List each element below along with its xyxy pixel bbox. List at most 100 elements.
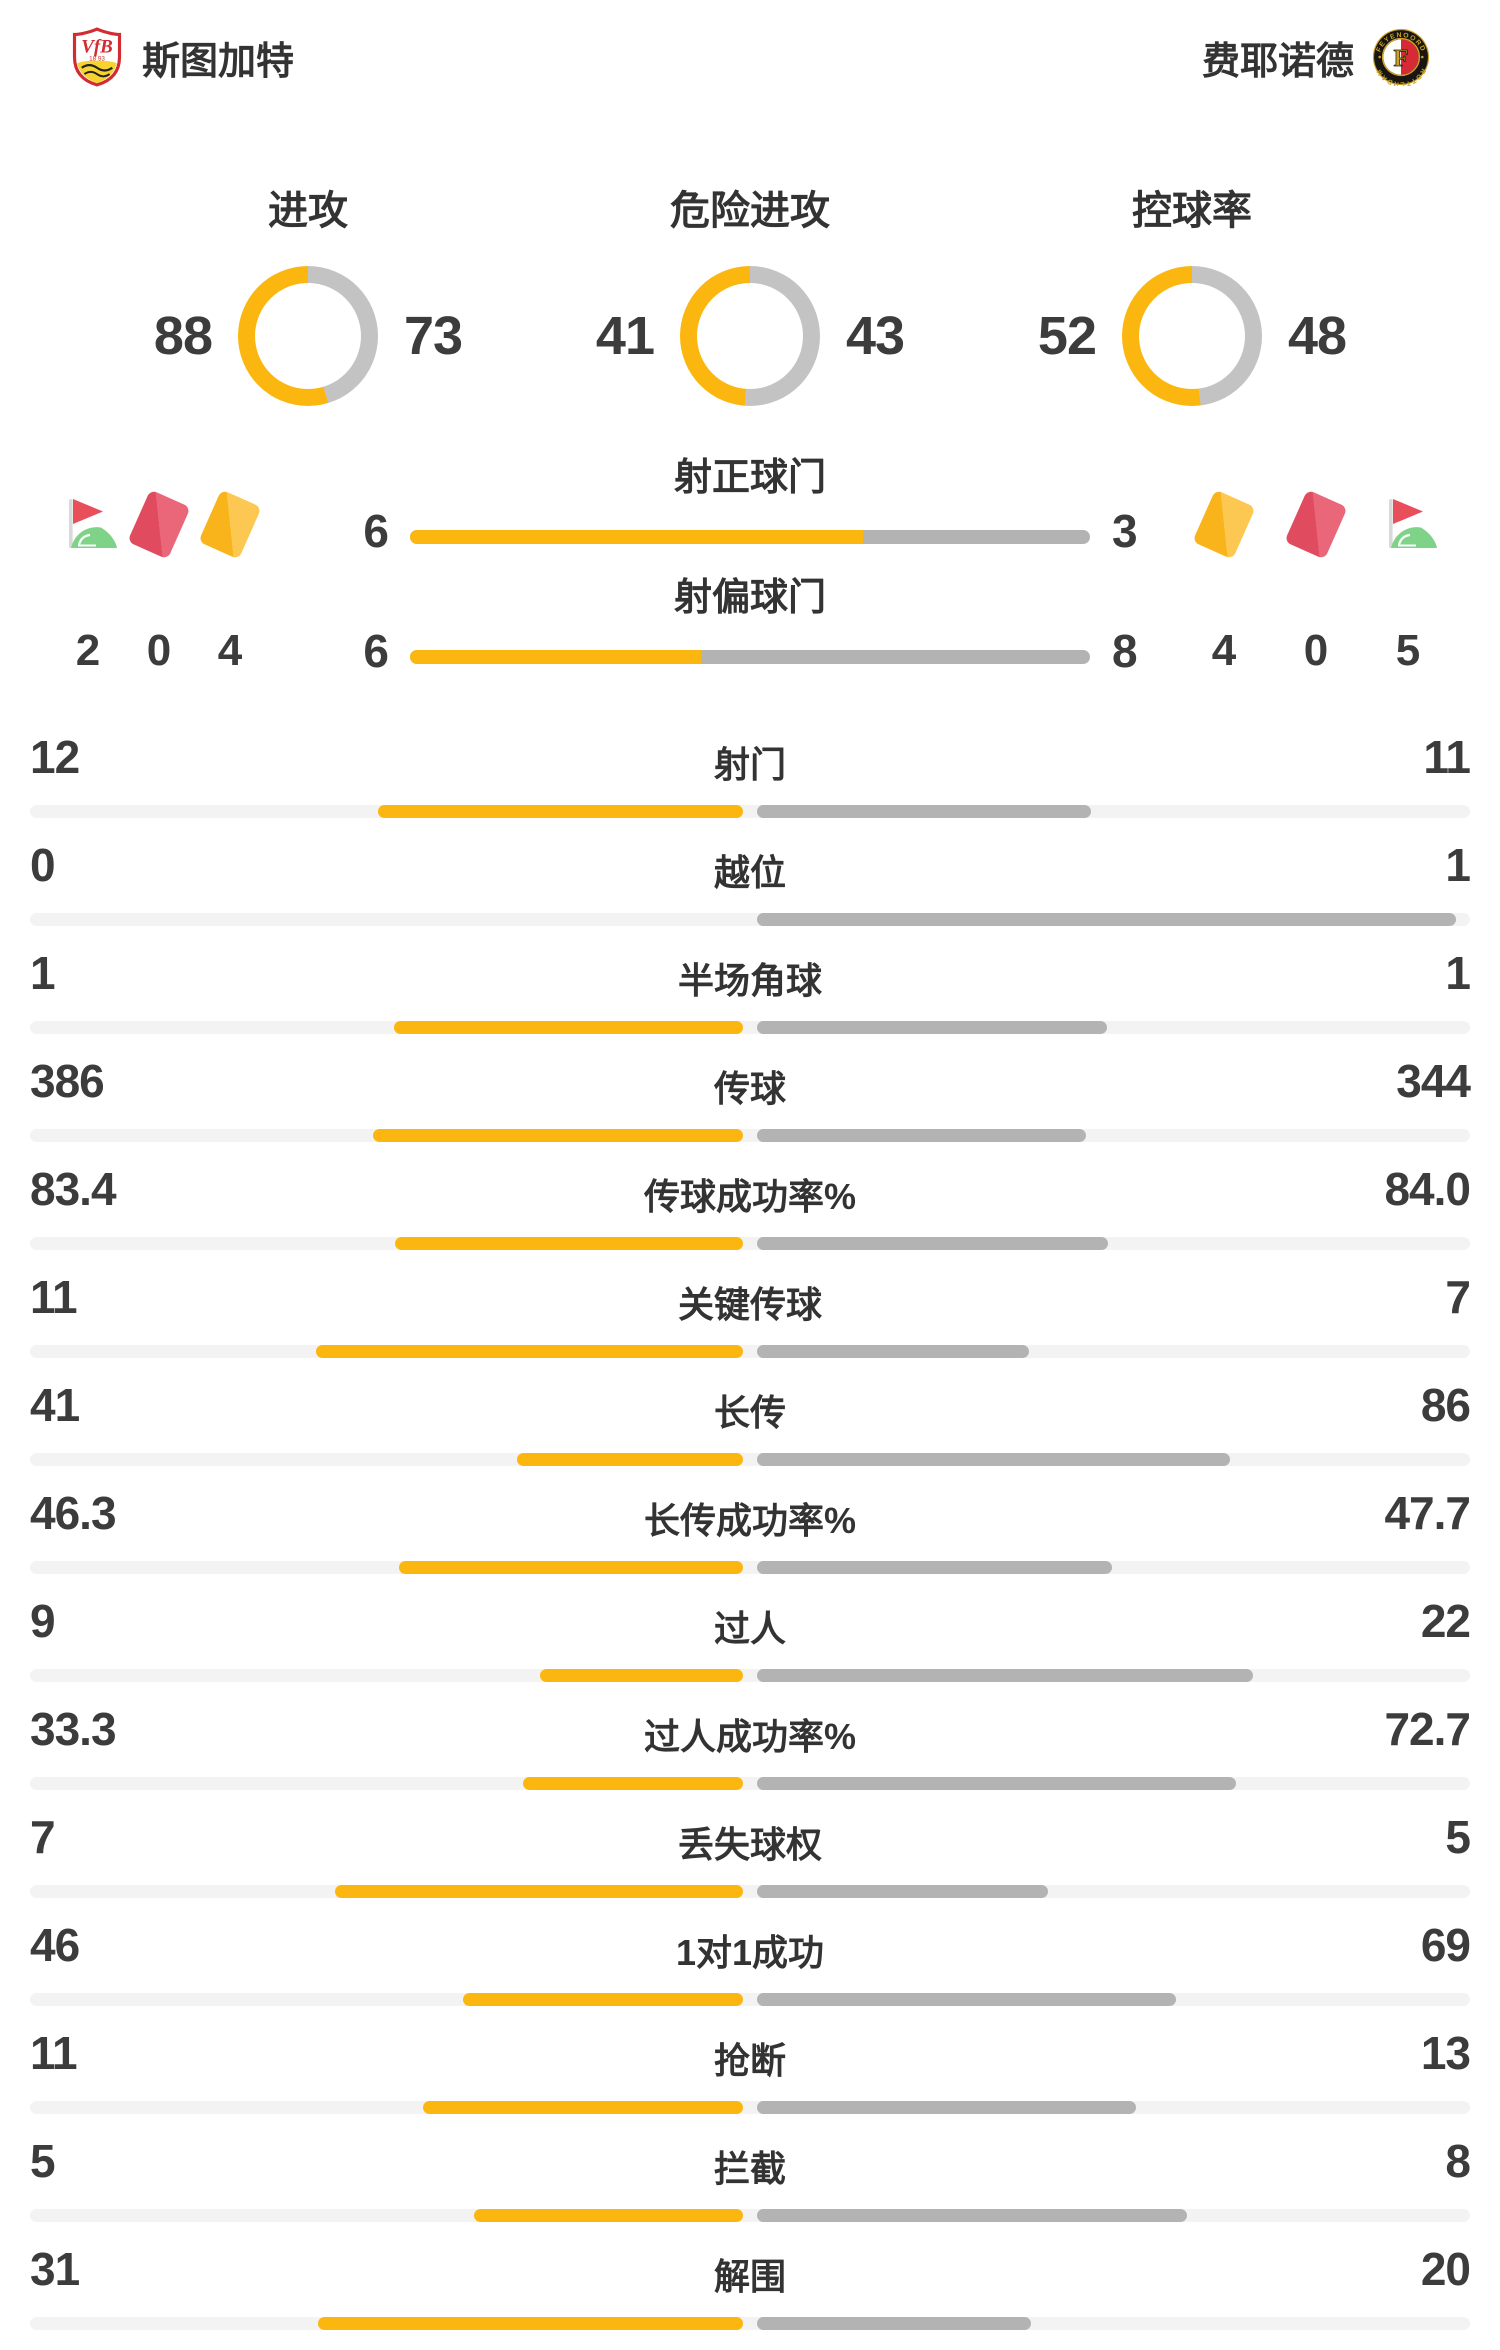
feyenoord-logo-icon: F FEYENOORD ROTTERDAM xyxy=(1372,28,1430,86)
donut-attacks-title: 进攻 xyxy=(268,189,348,233)
crest-vfb-text: VfB xyxy=(81,37,113,58)
stat-home-bar xyxy=(378,805,743,818)
stat-row: 5 拦截 8 xyxy=(0,2124,1500,2232)
donut-attacks-away-value: 73 xyxy=(404,306,463,366)
stat-track xyxy=(30,1453,1470,1466)
stat-home-bar xyxy=(398,1561,743,1574)
stat-row: 46.3 长传成功率% 47.7 xyxy=(0,1476,1500,1584)
stat-away-value: 72.7 xyxy=(1384,1703,1471,1755)
home-discipline-icons xyxy=(56,489,262,559)
donut-attacks-home-value: 88 xyxy=(153,306,213,366)
stat-row: 0 越位 1 xyxy=(0,828,1500,936)
stats-section: 12 射门 11 0 越位 1 1 半场角球 1 386 传球 344 83.4… xyxy=(0,720,1500,2340)
stat-row: 11 关键传球 7 xyxy=(0,1260,1500,1368)
stat-home-value: 11 xyxy=(30,1271,78,1323)
stat-home-bar xyxy=(315,1345,743,1358)
home-team: VfB 18 93 斯图加特 xyxy=(70,26,294,88)
away-discipline-icons xyxy=(1192,489,1440,559)
stat-away-bar xyxy=(757,2101,1136,2114)
stat-track xyxy=(30,2209,1470,2222)
shots-on-target-away-value: 3 xyxy=(1112,505,1138,557)
stat-label: 越位 xyxy=(713,852,786,893)
stat-away-bar xyxy=(757,1561,1112,1574)
donut-dangerous-attacks-title: 危险进攻 xyxy=(670,189,830,233)
corner-flag-icon xyxy=(69,499,117,548)
stat-home-bar xyxy=(393,1021,743,1034)
stat-label: 解围 xyxy=(713,2256,786,2297)
stat-row: 1 半场角球 1 xyxy=(0,936,1500,1044)
stat-away-value: 11 xyxy=(1423,731,1471,783)
stat-label: 射门 xyxy=(713,744,786,785)
stat-track xyxy=(30,2101,1470,2114)
corner-flag-icon xyxy=(1389,499,1437,548)
stat-away-bar xyxy=(757,1993,1177,2006)
stat-home-value: 46 xyxy=(30,1919,80,1971)
home-corners-count: 2 xyxy=(75,626,101,675)
stat-home-value: 7 xyxy=(30,1811,56,1863)
stat-home-value: 386 xyxy=(30,1055,105,1107)
stat-home-bar xyxy=(463,1993,743,2006)
stat-label: 长传 xyxy=(713,1392,786,1433)
stat-row: 33.3 过人成功率% 72.7 xyxy=(0,1692,1500,1800)
stat-home-value: 46.3 xyxy=(30,1487,117,1539)
stat-row: 46 1对1成功 69 xyxy=(0,1908,1500,2016)
stat-home-bar xyxy=(373,1129,743,1142)
donut-possession: 控球率 52 48 xyxy=(1012,178,1372,406)
stat-row: 12 射门 11 xyxy=(0,720,1500,828)
away-yellow-cards-count: 4 xyxy=(1211,626,1237,675)
stat-away-bar xyxy=(757,913,1456,926)
stat-track xyxy=(30,1129,1470,1142)
stat-away-bar xyxy=(757,1669,1254,1682)
stat-home-value: 5 xyxy=(30,2135,56,2187)
stat-away-value: 1 xyxy=(1445,839,1471,891)
stat-track xyxy=(30,1993,1470,2006)
stat-row: 386 传球 344 xyxy=(0,1044,1500,1152)
donut-attacks: 进攻 88 73 xyxy=(128,178,488,406)
donut-dangerous-attacks: 危险进攻 41 43 xyxy=(570,178,930,406)
stat-away-value: 7 xyxy=(1445,1271,1471,1323)
stat-away-value: 20 xyxy=(1420,2243,1471,2295)
stat-away-bar xyxy=(757,1885,1049,1898)
stat-home-value: 33.3 xyxy=(30,1703,117,1755)
home-yellow-cards-count: 4 xyxy=(217,626,243,675)
stat-label: 过人成功率% xyxy=(643,1716,856,1757)
stat-row: 31 解围 20 xyxy=(0,2232,1500,2340)
stat-label: 过人 xyxy=(713,1608,786,1649)
shots-on-target-bar xyxy=(410,530,1090,544)
stat-home-bar xyxy=(318,2317,743,2330)
donut-charts-section: 进攻 88 73 危险进攻 41 43 控球率 52 48 xyxy=(0,178,1500,406)
stat-row: 9 过人 22 xyxy=(0,1584,1500,1692)
feyenoord-f-letter: F xyxy=(1394,45,1409,72)
stat-label: 传球成功率% xyxy=(643,1176,856,1217)
stat-row: 83.4 传球成功率% 84.0 xyxy=(0,1152,1500,1260)
stat-row: 11 抢断 13 xyxy=(0,2016,1500,2124)
stat-home-bar xyxy=(517,1453,743,1466)
donut-possession-chart xyxy=(1122,266,1262,406)
stat-away-bar xyxy=(757,1345,1029,1358)
stat-track xyxy=(30,1021,1470,1034)
home-team-name: 斯图加特 xyxy=(142,40,295,83)
stat-label: 传球 xyxy=(713,1068,786,1109)
stat-away-bar xyxy=(757,1021,1107,1034)
stat-label: 抢断 xyxy=(713,2040,786,2081)
stat-away-value: 13 xyxy=(1420,2027,1471,2079)
stat-away-value: 344 xyxy=(1396,1055,1471,1107)
stat-track xyxy=(30,1885,1470,1898)
match-header: VfB 18 93 斯图加特 费耶诺德 F FEYENOORD xyxy=(0,0,1500,88)
stat-label: 拦截 xyxy=(713,2148,786,2189)
donut-dangerous-attacks-home-value: 41 xyxy=(595,306,655,366)
away-team-name: 费耶诺德 xyxy=(1201,40,1354,83)
stat-away-bar xyxy=(757,1777,1237,1790)
stat-track xyxy=(30,805,1470,818)
stat-track xyxy=(30,1669,1470,1682)
shots-off-target-label: 射偏球门 xyxy=(673,577,826,619)
stat-home-bar xyxy=(540,1669,743,1682)
shots-off-target-bar xyxy=(410,650,1090,664)
shots-off-target-home-fill xyxy=(410,650,702,664)
stat-label: 长传成功率% xyxy=(643,1500,856,1541)
donut-possession-home-value: 52 xyxy=(1037,306,1097,366)
stat-away-bar xyxy=(757,805,1092,818)
shots-on-target-home-value: 6 xyxy=(363,505,389,557)
stat-away-value: 47.7 xyxy=(1384,1487,1471,1539)
shots-discipline-section: 2 0 4 4 0 5 射正球门 射偏球门 6 3 6 8 xyxy=(0,442,1500,704)
